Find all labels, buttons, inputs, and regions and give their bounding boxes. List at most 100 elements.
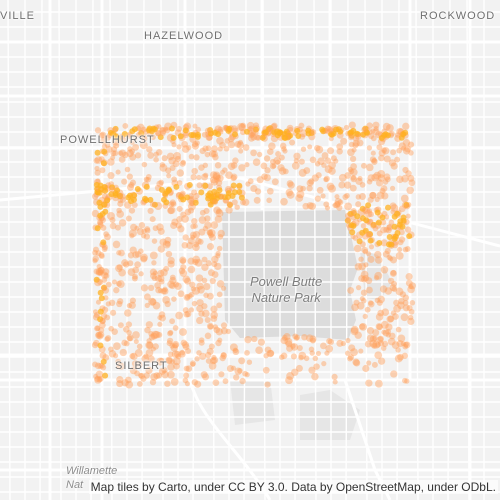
density-point	[254, 188, 262, 195]
density-point	[267, 349, 275, 357]
density-point	[385, 124, 394, 132]
density-point	[217, 337, 223, 343]
density-point	[170, 221, 178, 230]
density-point	[220, 352, 228, 359]
density-point	[358, 192, 367, 201]
map-attribution[interactable]: Map tiles by Carto, under CC BY 3.0. Dat…	[88, 480, 498, 494]
density-point	[191, 189, 198, 196]
density-point	[97, 220, 104, 227]
density-point	[255, 346, 263, 355]
density-point	[192, 286, 201, 295]
density-point	[264, 346, 272, 354]
density-point	[360, 276, 368, 283]
density-point	[388, 219, 395, 226]
density-point	[203, 172, 209, 178]
density-point	[184, 347, 192, 355]
density-point	[366, 179, 373, 185]
density-point	[193, 154, 200, 161]
density-point	[391, 223, 398, 230]
density-point	[374, 196, 380, 203]
density-point	[234, 140, 242, 148]
density-point	[369, 191, 377, 199]
density-point	[390, 280, 398, 287]
density-point	[127, 146, 133, 152]
density-point	[248, 125, 255, 132]
density-point	[184, 277, 192, 285]
density-point	[381, 329, 387, 335]
density-point	[202, 182, 209, 189]
density-point	[91, 209, 100, 218]
density-point	[294, 334, 301, 341]
density-point	[209, 277, 216, 285]
density-point	[115, 224, 121, 231]
density-point	[146, 125, 153, 132]
density-point	[121, 131, 128, 137]
density-point	[217, 229, 225, 238]
density-point	[204, 151, 211, 158]
density-point	[95, 250, 102, 257]
density-point	[191, 300, 198, 307]
density-point	[358, 348, 364, 354]
density-point	[209, 357, 217, 365]
density-point	[259, 134, 266, 141]
density-point	[98, 295, 105, 302]
density-point	[105, 145, 113, 153]
density-point	[281, 334, 288, 341]
density-point	[168, 201, 175, 208]
density-point	[117, 200, 124, 207]
density-point	[134, 225, 140, 231]
density-point	[131, 275, 138, 282]
density-point	[216, 174, 224, 182]
density-point	[203, 207, 210, 215]
density-point	[354, 263, 363, 271]
density-point	[326, 182, 335, 191]
density-point	[173, 362, 180, 370]
density-point	[374, 379, 383, 388]
density-point	[156, 357, 165, 366]
density-point	[377, 174, 386, 182]
density-point	[374, 209, 381, 216]
density-point	[97, 331, 105, 339]
density-point	[117, 322, 124, 329]
density-point	[145, 349, 154, 357]
density-point	[94, 362, 102, 370]
density-point	[140, 126, 147, 133]
density-point	[314, 144, 321, 152]
density-point	[377, 309, 385, 317]
density-point	[149, 268, 157, 276]
density-point	[174, 282, 182, 290]
density-point	[374, 297, 381, 304]
density-point	[330, 155, 337, 162]
density-point	[349, 184, 357, 192]
density-point	[225, 328, 231, 335]
density-point	[147, 207, 154, 215]
density-point	[196, 299, 204, 307]
density-point	[385, 332, 391, 338]
density-point	[167, 206, 176, 214]
density-point	[371, 157, 378, 164]
density-point	[118, 156, 126, 163]
density-point	[143, 353, 149, 359]
density-point	[218, 371, 225, 378]
density-point	[201, 303, 208, 310]
density-point	[377, 340, 385, 347]
density-point	[388, 332, 396, 340]
density-point	[367, 174, 375, 182]
density-point	[201, 173, 209, 181]
density-point	[98, 132, 105, 139]
density-point	[367, 231, 373, 238]
density-point	[161, 196, 167, 203]
density-point	[139, 141, 148, 150]
density-point	[319, 126, 326, 133]
density-point	[119, 348, 127, 357]
density-point	[225, 194, 232, 200]
density-point	[271, 129, 278, 136]
density-point	[366, 208, 373, 214]
density-point	[334, 197, 342, 206]
density-point	[338, 181, 346, 189]
density-point	[161, 370, 169, 379]
density-point	[93, 181, 100, 188]
density-point	[176, 125, 182, 132]
density-point	[314, 161, 321, 167]
